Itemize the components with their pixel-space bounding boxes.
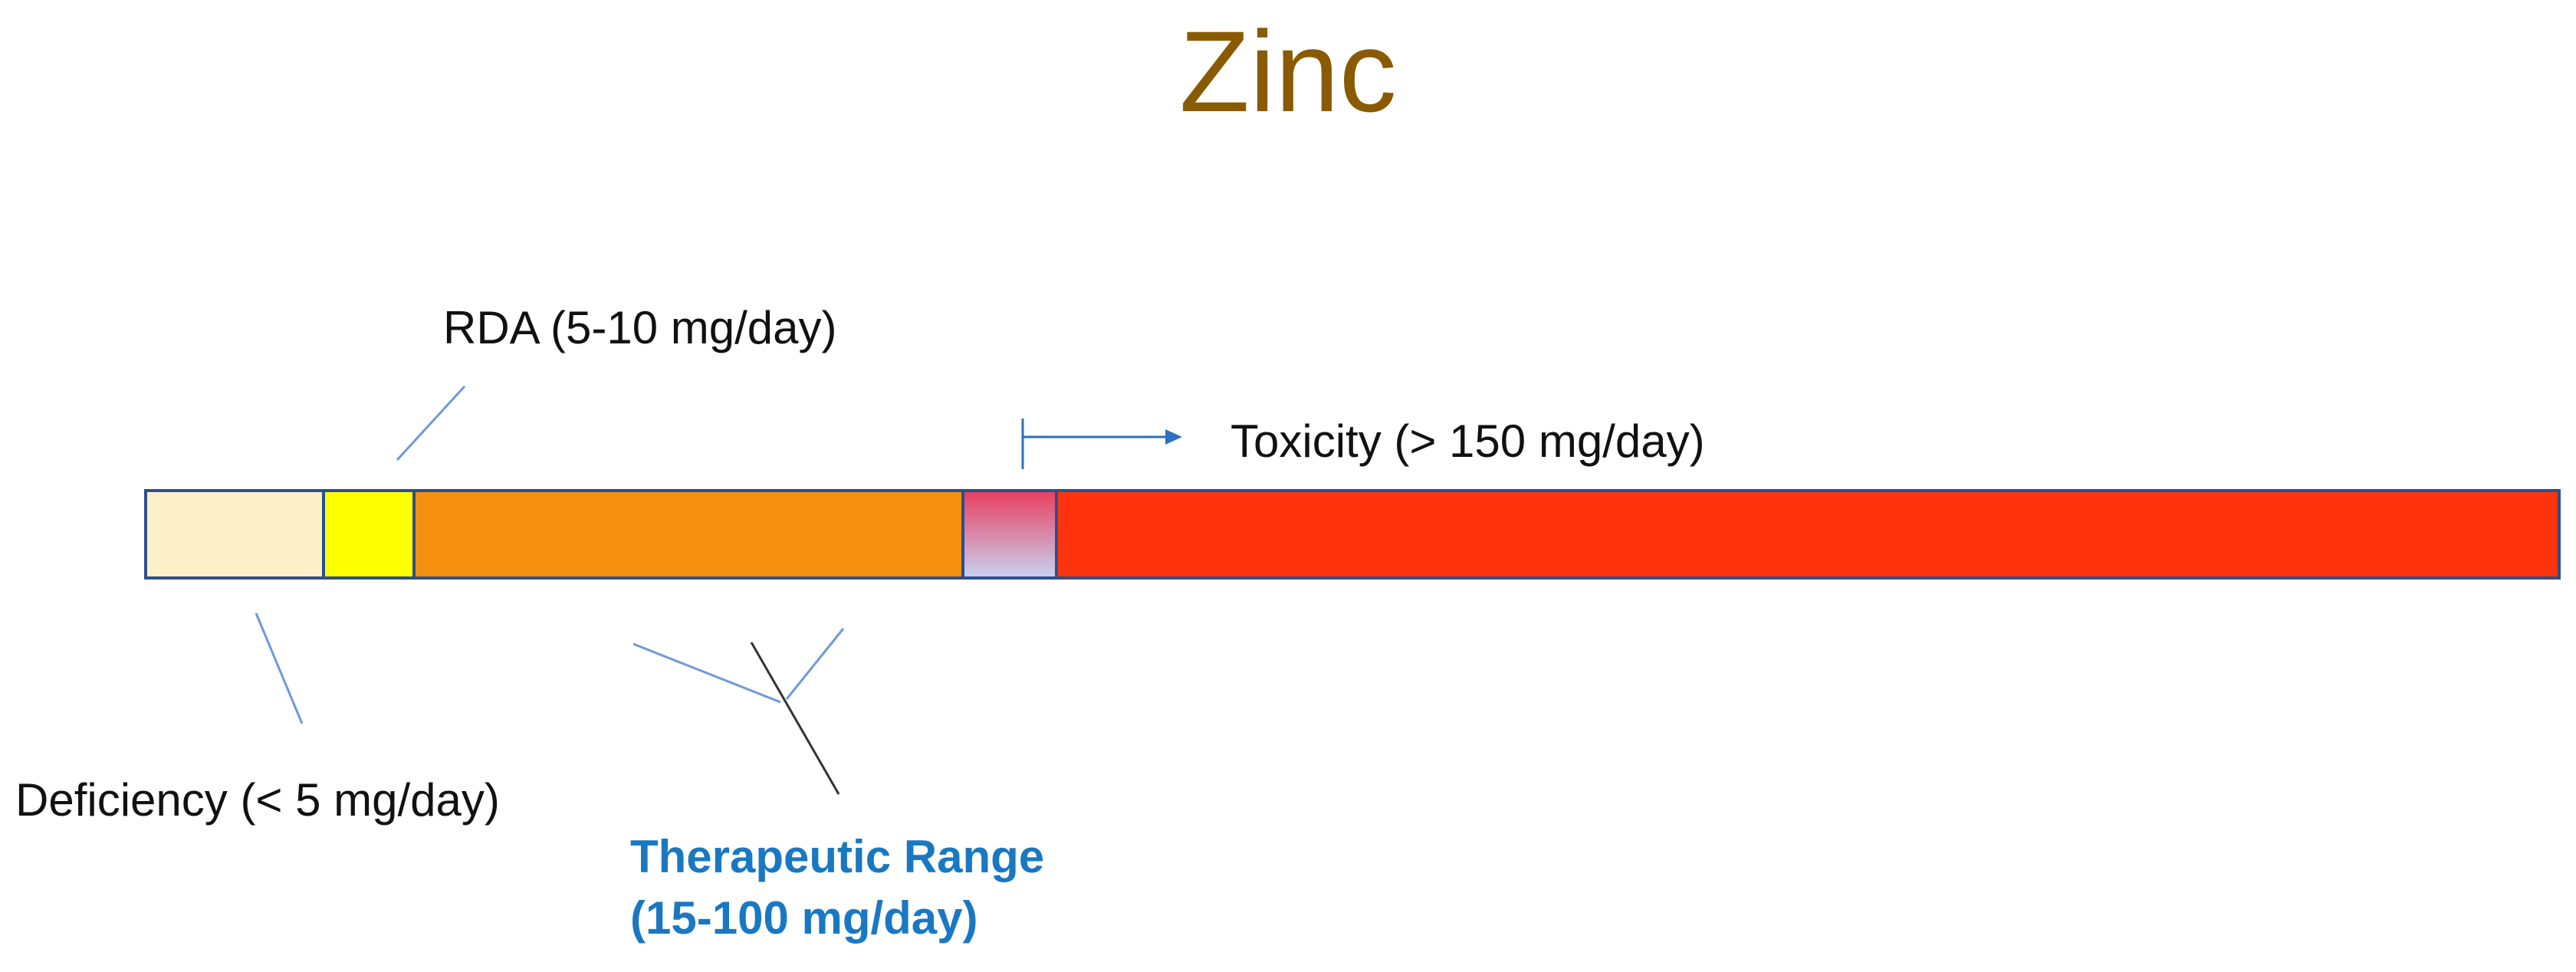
toxicity-arrow-head — [1165, 429, 1182, 445]
transition-segment — [964, 492, 1058, 576]
rda-segment — [325, 492, 416, 576]
therapeutic-connector-right — [785, 628, 845, 700]
therapeutic-connector-left — [632, 642, 781, 704]
rda-connector-line — [396, 385, 466, 461]
therapeutic-label-line1: Therapeutic Range — [630, 831, 1045, 882]
therapeutic-label-line2: (15-100 mg/day) — [630, 892, 978, 944]
deficiency-label: Deficiency (< 5 mg/day) — [15, 774, 500, 826]
toxicity-label: Toxicity (> 150 mg/day) — [1230, 415, 1705, 467]
rda-label: RDA (5-10 mg/day) — [443, 302, 837, 353]
dose-range-bar — [144, 489, 2561, 580]
deficiency-segment — [147, 492, 325, 576]
deficiency-connector-line — [255, 612, 304, 724]
therapeutic-segment — [416, 492, 964, 576]
therapeutic-connector-dark — [750, 642, 840, 795]
page-title: Zinc — [1179, 7, 1397, 136]
therapeutic-label: Therapeutic Range (15-100 mg/day) — [630, 826, 1044, 949]
toxicity-segment — [1058, 492, 2558, 576]
